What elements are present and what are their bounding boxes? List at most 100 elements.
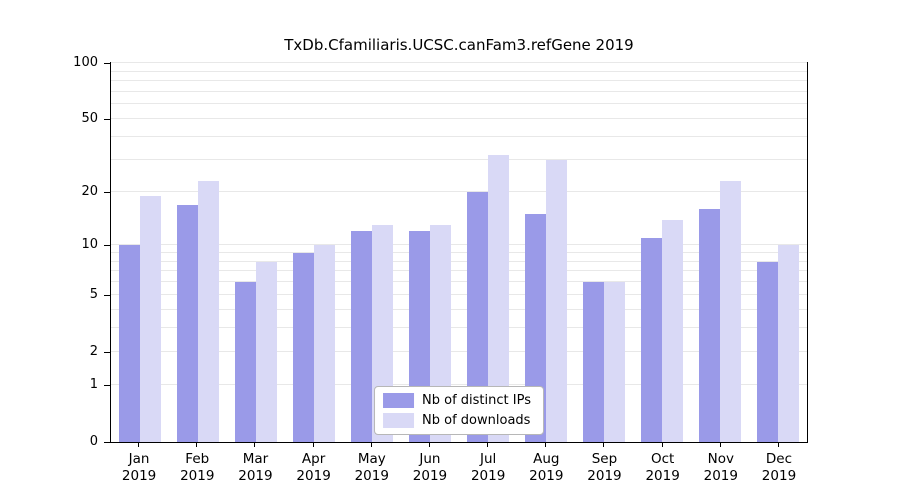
legend: Nb of distinct IPs Nb of downloads [374, 386, 544, 435]
bar-group-jul [459, 63, 517, 442]
y-tick-label-2: 2 [89, 343, 98, 359]
bar-group-mar [227, 63, 285, 442]
x-tick-month: May [357, 451, 386, 467]
bar-distinct-ips-feb [177, 204, 198, 442]
x-tick-month: Jan [128, 451, 150, 467]
x-tick-jun: Jun 2019 [401, 443, 459, 485]
legend-item-distinct-ips: Nb of distinct IPs [383, 393, 531, 408]
y-tick-mark [104, 191, 110, 193]
x-tick-month: Dec [765, 451, 793, 467]
x-tick-year: 2019 [645, 468, 680, 484]
x-tick-jan: Jan 2019 [110, 443, 168, 485]
y-tick-label-50: 50 [81, 111, 98, 127]
gridline [111, 62, 807, 63]
x-tick-nov: Nov 2019 [692, 443, 750, 485]
bar-distinct-ips-apr [293, 252, 314, 442]
x-tick-year: 2019 [412, 468, 448, 484]
x-tick-apr: Apr 2019 [285, 443, 343, 485]
bar-distinct-ips-aug [525, 214, 546, 442]
bar-group-dec [749, 63, 807, 442]
x-tick-year: 2019 [354, 468, 389, 484]
bar-distinct-ips-oct [641, 237, 662, 442]
x-tick-month: Aug [533, 451, 560, 467]
x-tick-year: 2019 [703, 468, 738, 484]
x-tick-mark [428, 443, 430, 447]
gridline [111, 136, 807, 138]
x-tick-mark [196, 443, 198, 447]
y-tick-label-10: 10 [81, 237, 98, 253]
plot-area: Nb of distinct IPs Nb of downloads [110, 62, 808, 443]
bar-group-nov [691, 63, 749, 442]
gridline [111, 103, 807, 105]
gridline [111, 293, 807, 295]
legend-label-distinct-ips: Nb of distinct IPs [422, 393, 531, 408]
x-tick-month: Nov [707, 451, 734, 467]
legend-swatch-downloads [383, 413, 415, 428]
bar-group-apr [285, 63, 343, 442]
x-tick-month: Jul [479, 451, 497, 467]
bar-downloads-feb [198, 181, 219, 442]
x-tick-mark [603, 443, 605, 447]
x-tick-mark [545, 443, 547, 447]
x-tick-mark [719, 443, 721, 447]
bar-distinct-ips-nov [699, 209, 720, 442]
x-tick-year: 2019 [296, 468, 331, 484]
y-tick-mark [104, 294, 110, 296]
gridline [111, 384, 807, 386]
bar-downloads-oct [662, 219, 683, 442]
bar-group-oct [633, 63, 691, 442]
x-tick-aug: Aug 2019 [517, 443, 575, 485]
x-tick-month: Apr [301, 451, 326, 467]
bar-downloads-sep [604, 282, 625, 442]
bar-group-jan [111, 63, 169, 442]
x-tick-sep: Sep 2019 [575, 443, 633, 485]
legend-label-downloads: Nb of downloads [422, 413, 531, 428]
legend-item-downloads: Nb of downloads [383, 413, 531, 428]
bar-group-aug [517, 63, 575, 442]
gridline [111, 159, 807, 160]
y-tick-mark [104, 442, 110, 443]
x-tick-mark [370, 443, 372, 447]
gridline [111, 308, 807, 310]
bar-distinct-ips-sep [583, 282, 604, 442]
bar-distinct-ips-mar [235, 282, 256, 442]
y-tick-label-100: 100 [73, 55, 98, 70]
gridline [111, 80, 807, 82]
x-tick-year: 2019 [470, 468, 506, 484]
gridline [111, 260, 807, 262]
y-tick-mark [104, 245, 110, 247]
x-tick-mark [254, 443, 256, 447]
bar-downloads-apr [314, 245, 335, 442]
gridline [111, 281, 807, 283]
x-tick-year: 2019 [587, 468, 622, 484]
y-tick-mark [104, 385, 110, 387]
x-tick-mark [777, 443, 779, 447]
gridline [111, 118, 807, 120]
x-tick-oct: Oct 2019 [634, 443, 692, 485]
bar-downloads-jan [140, 196, 161, 442]
bar-downloads-mar [256, 261, 277, 442]
bar-group-feb [169, 63, 227, 442]
gridline [111, 190, 807, 192]
bars-layer [111, 63, 807, 442]
x-tick-dec: Dec 2019 [750, 443, 808, 485]
bar-downloads-aug [546, 160, 567, 442]
y-tick-label-5: 5 [89, 286, 98, 302]
gridline [111, 244, 807, 246]
y-tick-label-20: 20 [81, 183, 98, 199]
x-tick-year: 2019 [529, 468, 564, 484]
legend-swatch-distinct-ips [383, 393, 415, 408]
chart-title: TxDb.Cfamiliaris.UCSC.canFam3.refGene 20… [284, 36, 634, 54]
x-tick-mark [312, 443, 314, 447]
bar-distinct-ips-jul [467, 191, 488, 442]
x-tick-mar: Mar 2019 [226, 443, 284, 485]
x-tick-year: 2019 [238, 468, 273, 484]
x-tick-feb: Feb 2019 [168, 443, 226, 485]
x-tick-year: 2019 [761, 468, 797, 484]
x-tick-may: May 2019 [343, 443, 401, 485]
gridline [111, 251, 807, 253]
x-axis: Jan 2019 Feb 2019 Mar 2019 Apr 2019 May 2019 Jun 20… [110, 443, 808, 485]
gridline [111, 327, 807, 329]
x-tick-month: Jun [419, 451, 441, 467]
